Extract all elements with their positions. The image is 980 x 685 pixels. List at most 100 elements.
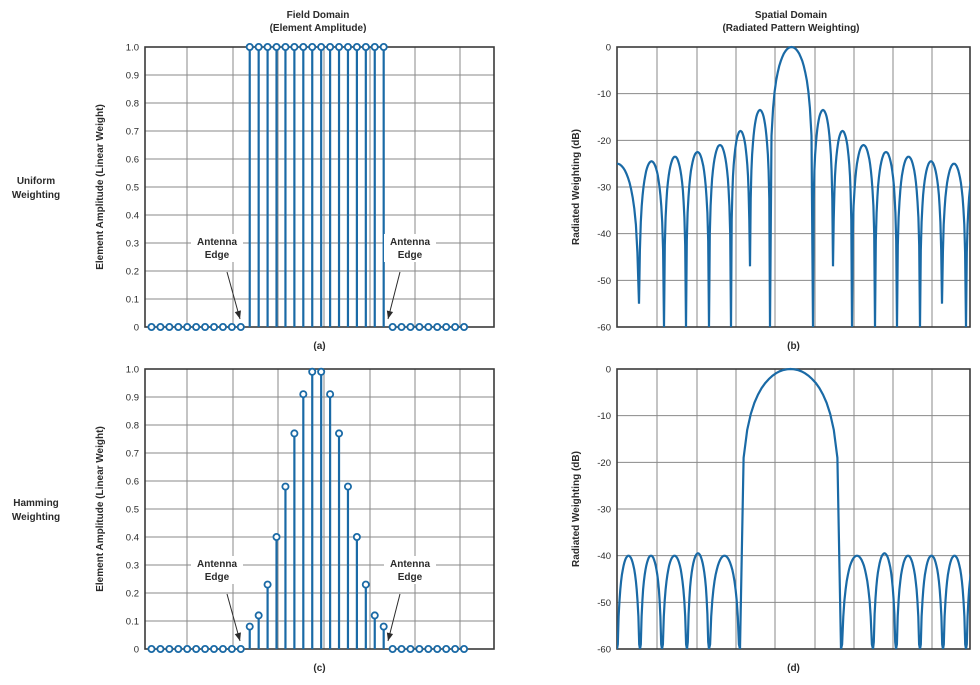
stem-point [460, 645, 469, 654]
y-tick-label: 0.4 [126, 211, 139, 222]
y-tick-label: 0.6 [126, 477, 139, 488]
stem-point [192, 645, 201, 654]
stem-point [165, 322, 174, 331]
annotation-antenna-edge-line2: Edge [205, 250, 230, 261]
stem-point [174, 322, 183, 331]
stem-point [379, 622, 388, 631]
stem-point [281, 43, 290, 52]
y-tick-label: 0 [134, 645, 139, 656]
y-tick-label: 0.5 [126, 505, 139, 516]
stem-point [397, 645, 406, 654]
chart-panel-b: 0 -10 -20 -30 -40 -50 -60 Radiated Weighting (d… [571, 43, 971, 352]
annotation-antenna-edge-line2: Edge [398, 250, 423, 261]
y-axis-label: Radiated Weighting (dB) [571, 451, 582, 567]
panel-caption: (b) [787, 341, 800, 352]
y-axis-label: Radiated Weighting (dB) [571, 129, 582, 245]
stem-point [388, 322, 397, 331]
stem-point [201, 645, 210, 654]
y-tick-label: 0.5 [126, 183, 139, 194]
radiation-pattern-line [617, 45, 970, 327]
stem-point [174, 645, 183, 654]
stem-point [156, 645, 165, 654]
stem-point [361, 43, 370, 52]
y-tick-label: 0.1 [126, 617, 139, 628]
spatial-domain-title: Spatial Domain [755, 10, 827, 21]
y-tick-label: 0 [606, 43, 611, 54]
y-tick-label: -40 [597, 229, 611, 240]
stem-point [326, 390, 335, 399]
stem-point [227, 645, 236, 654]
y-tick-label: -30 [597, 505, 611, 516]
stem-point [245, 622, 254, 631]
stem-point [236, 322, 245, 331]
chart-panel-c: 1.0 0.9 0.8 0.7 0.6 0.5 0.4 0.3 0.2 0.1 0 Element A… [95, 365, 495, 674]
y-tick-label: 0.9 [126, 393, 139, 404]
stem-point [442, 645, 451, 654]
stem-point [424, 645, 433, 654]
chart-panel-a: 1.0 0.9 0.8 0.7 0.6 0.5 0.4 0.3 0.2 0.1 0 Element A… [95, 43, 495, 352]
annotation-antenna-edge-line1: Antenna [390, 237, 430, 248]
stem-point [406, 322, 415, 331]
y-tick-label: 0.3 [126, 239, 139, 250]
stem-point [254, 43, 263, 52]
annotation-antenna-edge-line2: Edge [205, 572, 230, 583]
y-tick-label: 0 [134, 323, 139, 334]
y-tick-label: 0.4 [126, 533, 139, 544]
stem-point [433, 645, 442, 654]
y-tick-label: 0.2 [126, 267, 139, 278]
stem-point [263, 580, 272, 589]
stem-point [451, 322, 460, 331]
annotation-arrowhead [234, 632, 241, 641]
y-tick-label: 0.7 [126, 127, 139, 138]
stem-point [308, 367, 317, 376]
stem-point [183, 322, 192, 331]
stem-point [218, 645, 227, 654]
annotation-antenna-edge-line2: Edge [398, 572, 423, 583]
y-tick-label: 1.0 [126, 365, 139, 376]
y-tick-label: -20 [597, 458, 611, 469]
stem-point [460, 322, 469, 331]
stem-point [254, 611, 263, 620]
annotation-bg [191, 234, 243, 262]
stem-point [147, 322, 156, 331]
stem-point [317, 43, 326, 52]
stem-point [281, 482, 290, 491]
annotation-antenna-edge-line1: Antenna [390, 559, 430, 570]
stem-point [335, 429, 344, 438]
stem-point [227, 322, 236, 331]
row-label-uniform-line1: Uniform [17, 176, 55, 187]
y-tick-label: 0 [606, 365, 611, 376]
stem-point [210, 645, 219, 654]
y-tick-label: 0.7 [126, 449, 139, 460]
radiation-pattern-line [617, 367, 970, 649]
spatial-domain-subtitle: (Radiated Pattern Weighting) [722, 23, 859, 34]
stem-point [343, 43, 352, 52]
y-tick-label: -10 [597, 89, 611, 100]
stem-point [370, 611, 379, 620]
y-tick-label: 0.1 [126, 295, 139, 306]
y-tick-label: 0.8 [126, 421, 139, 432]
stem-point [272, 533, 281, 542]
stem-point [147, 645, 156, 654]
annotation-arrowhead [386, 632, 394, 641]
stem-point [299, 390, 308, 399]
y-tick-label: -30 [597, 183, 611, 194]
field-domain-title: Field Domain [287, 10, 350, 21]
y-tick-label: 0.6 [126, 155, 139, 166]
y-tick-label: 0.8 [126, 99, 139, 110]
stem-point [442, 322, 451, 331]
annotation-arrowhead [234, 310, 241, 319]
row-label-uniform-line2: Weighting [12, 190, 60, 201]
y-axis-label: Element Amplitude (Linear Weight) [95, 426, 106, 592]
stem-point [335, 43, 344, 52]
annotation-bg [191, 556, 243, 584]
stem-point [388, 645, 397, 654]
chart-panels: 1.0 0.9 0.8 0.7 0.6 0.5 0.4 0.3 0.2 0.1 0 Element A… [95, 43, 971, 674]
y-axis-label: Element Amplitude (Linear Weight) [95, 104, 106, 270]
stem-point [326, 43, 335, 52]
stem-point [361, 580, 370, 589]
stem-point [210, 322, 219, 331]
annotation-arrow-line [387, 271, 401, 320]
stem-point [236, 645, 245, 654]
